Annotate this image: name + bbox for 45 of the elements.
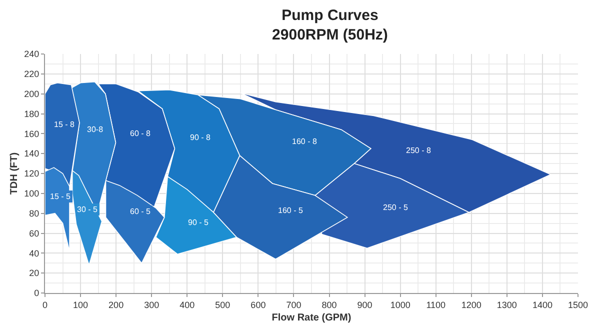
y-tick-label: 20	[29, 268, 40, 278]
series-label: 60 - 8	[130, 129, 152, 138]
series-label: 15 - 8	[54, 120, 76, 129]
x-tick-label: 400	[180, 300, 195, 310]
x-tick-label: 900	[357, 300, 372, 310]
series-label: 250 - 5	[383, 203, 408, 212]
y-tick-label: 40	[29, 248, 40, 258]
x-tick-label: 1300	[496, 300, 517, 310]
series-label: 90 - 5	[188, 218, 210, 227]
series-label: 30-8	[87, 125, 104, 134]
y-tick-label: 220	[24, 69, 40, 80]
series-label: 15 - 5	[50, 192, 72, 201]
x-tick-label: 1500	[568, 300, 588, 310]
y-tick-label: 160	[24, 128, 40, 139]
x-tick-label: 1100	[426, 300, 446, 310]
y-tick-label: 80	[29, 208, 40, 218]
x-tick-label: 0	[42, 300, 48, 310]
chart-subtitle: 2900RPM (50Hz)	[272, 26, 388, 44]
x-tick-label: 200	[108, 300, 124, 310]
y-tick-label: 140	[24, 148, 40, 159]
x-tick-label: 500	[215, 300, 230, 310]
series-label: 30 - 5	[77, 205, 98, 214]
series-label: 90 - 8	[190, 133, 212, 142]
y-axis-title: TDH (FT)	[9, 152, 20, 195]
y-tick-label: 100	[24, 188, 40, 199]
series-label: 250 - 8	[406, 146, 432, 155]
y-tick-label: 240	[24, 49, 40, 60]
y-tick-label: 200	[24, 88, 40, 99]
y-tick-label: 180	[24, 108, 40, 119]
x-tick-label: 1000	[390, 300, 410, 310]
x-tick-label: 600	[250, 300, 266, 310]
series-label: 160 - 5	[278, 206, 304, 215]
chart-title: Pump Curves	[282, 6, 378, 24]
y-tick-label: 120	[24, 168, 40, 179]
x-tick-label: 100	[73, 300, 88, 310]
x-axis-title: Flow Rate (GPM)	[272, 312, 352, 324]
series-label: 60 - 5	[130, 207, 152, 216]
series-label: 160 - 8	[292, 137, 318, 146]
y-tick-label: 0	[34, 288, 40, 298]
x-tick-label: 300	[144, 300, 160, 310]
x-tick-label: 1400	[532, 300, 552, 310]
y-tick-label: 60	[29, 228, 40, 238]
x-tick-label: 1200	[461, 300, 482, 310]
x-tick-label: 700	[286, 300, 302, 310]
x-tick-label: 800	[322, 300, 337, 310]
